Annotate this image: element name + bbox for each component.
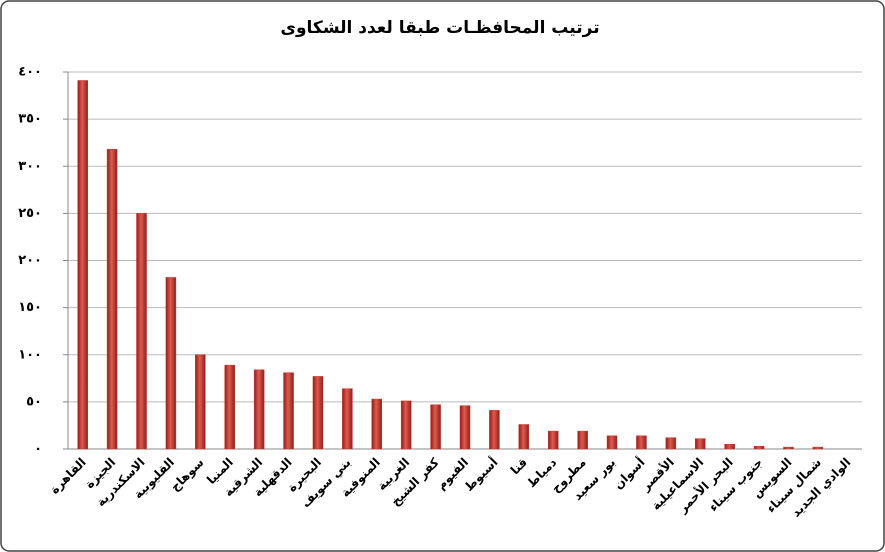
bar [577,430,588,450]
bar [547,430,559,450]
y-tick-label: ٢٠٠ [18,253,42,268]
bar [695,438,706,450]
y-tick-label: ٣٠٠ [18,159,42,174]
bar [136,213,147,450]
y-tick-label: ٠ [34,442,42,457]
y-tick-label: ١٥٠ [18,300,42,315]
bar [606,435,618,450]
bar [665,437,677,450]
bar [724,444,735,450]
y-tick-label: ٤٠٠ [18,65,42,80]
bar [283,372,294,450]
bar [430,404,441,450]
bar [253,369,265,450]
chart-title: ترتيب المحافظـات طبقا لعدد الشكاوى [280,18,599,38]
bar [518,424,530,450]
bar [636,435,647,450]
bar [489,410,500,450]
bar [312,376,324,450]
y-tick-label: ٣٥٠ [18,112,42,127]
bar [165,277,177,450]
y-tick-label: ١٠٠ [18,347,42,362]
bar [812,446,824,450]
bar [195,354,206,450]
bar [224,364,235,450]
bar [400,400,412,450]
y-tick-label: ٥٠ [26,394,42,409]
bar [106,149,118,450]
bar [753,445,765,450]
bar [783,446,794,450]
bar [77,80,88,450]
bar [371,398,383,450]
bar [459,405,471,450]
bar [342,388,353,450]
y-tick-label: ٢٥٠ [18,206,42,221]
